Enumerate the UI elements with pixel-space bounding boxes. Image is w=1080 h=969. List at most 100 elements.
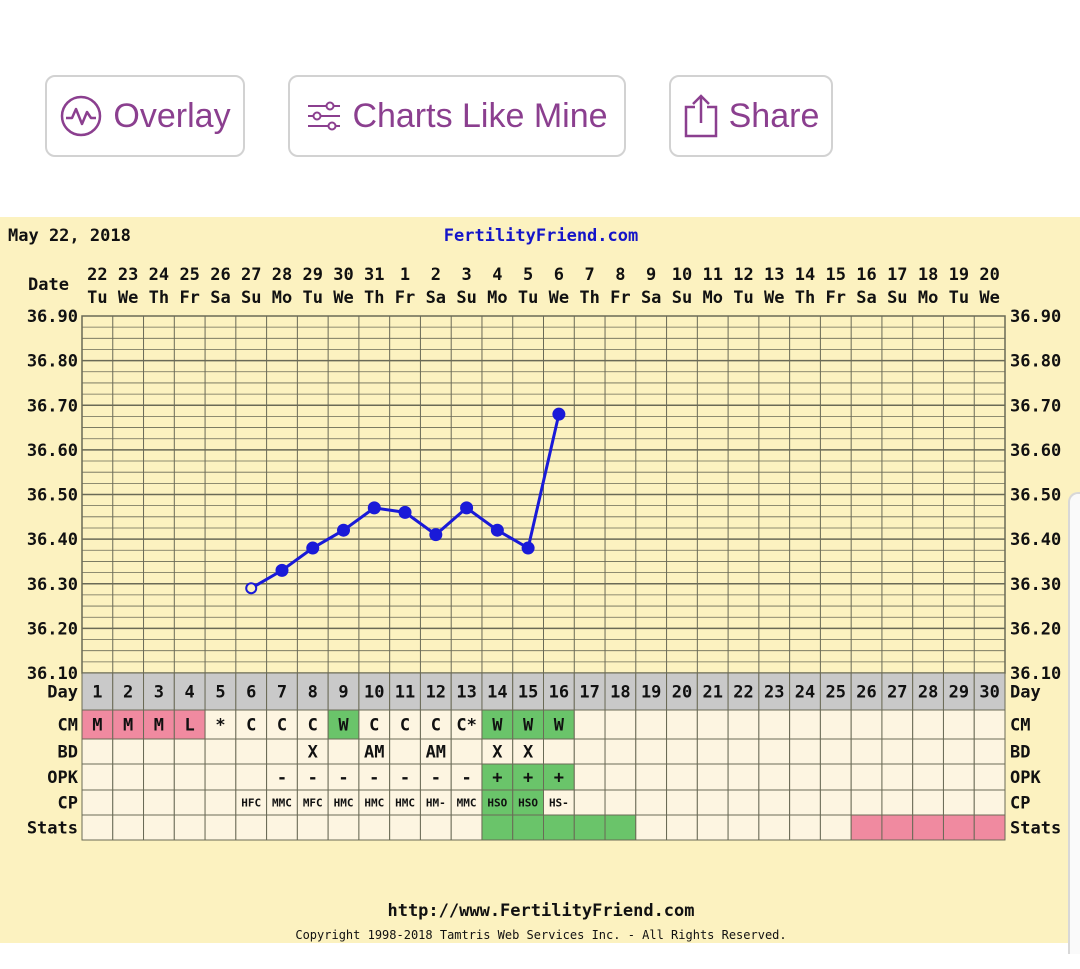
cell-label: C [400, 716, 410, 736]
temperature-point [306, 541, 320, 555]
row-cell [358, 738, 391, 765]
row-cell [543, 814, 575, 841]
cell-label: W [492, 716, 503, 736]
row-cell [942, 672, 975, 711]
cell-label: W [523, 716, 534, 736]
cell-label: HMC [395, 797, 415, 810]
temperature-point [552, 407, 566, 421]
row-cell [389, 738, 421, 765]
y-tick-label-right: 36.70 [1010, 396, 1061, 416]
weekday-label: Th [149, 288, 169, 308]
cell-label: - [308, 768, 318, 788]
weekday-label: Fr [610, 288, 630, 308]
cell-label: M [154, 716, 164, 736]
cell-label: 25 [826, 683, 846, 703]
row-label-left: Stats [27, 819, 78, 839]
date-label: 15 [826, 265, 846, 285]
row-cell [327, 789, 360, 816]
row-cell [450, 789, 483, 816]
cell-label: X [492, 743, 503, 763]
row-cell [973, 672, 1006, 711]
date-row-label: Date [28, 275, 69, 295]
row-cell [881, 789, 914, 816]
row-cell [235, 763, 268, 791]
share-icon [684, 94, 717, 138]
charts-like-mine-button[interactable]: Charts Like Mine [288, 75, 626, 157]
y-tick-label-left: 36.10 [27, 664, 78, 684]
weekday-label: Tu [87, 288, 107, 308]
cell-label: 6 [246, 683, 256, 703]
row-cell [912, 789, 944, 816]
cell-label: 2 [123, 683, 133, 703]
weekday-label: Su [887, 288, 907, 308]
date-label: 29 [303, 265, 323, 285]
row-cell [666, 814, 698, 841]
row-cell [419, 814, 452, 841]
footer-url[interactable]: http://www.FertilityFriend.com [387, 901, 694, 921]
cell-label: 14 [487, 683, 507, 703]
row-cell [296, 709, 329, 740]
row-cell [604, 738, 637, 765]
row-cell [235, 672, 268, 711]
row-cell [204, 763, 237, 791]
row-cell [543, 763, 575, 791]
row-label-right: OPK [1010, 768, 1041, 788]
share-button[interactable]: Share [669, 75, 833, 157]
date-label: 26 [210, 265, 230, 285]
cell-label: 22 [733, 683, 753, 703]
weekday-label: Su [456, 288, 476, 308]
temperature-series [245, 407, 566, 595]
cell-label: 7 [277, 683, 287, 703]
cell-label: C* [456, 716, 476, 736]
temperature-point [521, 541, 535, 555]
row-cell [635, 814, 668, 841]
date-label: 18 [918, 265, 938, 285]
row-cell [881, 814, 914, 841]
row-cell [204, 738, 237, 765]
row-cell [143, 814, 175, 841]
row-cell [481, 763, 514, 791]
side-panel-edge[interactable] [1068, 492, 1080, 954]
date-label: 25 [179, 265, 199, 285]
cell-label: - [277, 768, 287, 788]
weekday-label: Su [672, 288, 692, 308]
row-cell [942, 738, 975, 765]
row-cell [173, 672, 206, 711]
row-cell [666, 709, 698, 740]
row-cell [204, 672, 237, 711]
row-cell [604, 789, 637, 816]
date-label: 8 [615, 265, 625, 285]
y-tick-label-left: 36.60 [27, 441, 78, 461]
date-label: 4 [492, 265, 502, 285]
row-cell [235, 738, 268, 765]
row-cell [112, 814, 145, 841]
weekday-label: Sa [426, 288, 446, 308]
row-cell [758, 814, 791, 841]
weekday-label: Tu [949, 288, 969, 308]
cell-label: 12 [426, 683, 446, 703]
site-link[interactable]: FertilityFriend.com [444, 226, 638, 246]
row-cell [666, 763, 698, 791]
row-cell [635, 789, 668, 816]
row-cell [942, 763, 975, 791]
row-cell [327, 763, 360, 791]
overlay-button[interactable]: Overlay [45, 75, 245, 157]
row-cell [758, 763, 791, 791]
row-cell [327, 738, 360, 765]
row-cell [635, 709, 668, 740]
date-label: 3 [461, 265, 471, 285]
temperature-point [367, 501, 381, 515]
row-cell [204, 814, 237, 841]
row-cell [419, 672, 452, 711]
date-label: 16 [856, 265, 876, 285]
row-cell [143, 789, 175, 816]
row-label-left: Day [47, 683, 78, 703]
row-cell [850, 738, 883, 765]
cell-label: X [523, 743, 534, 763]
row-cell [389, 789, 421, 816]
row-cell [696, 672, 729, 711]
row-cell [81, 763, 114, 791]
date-label: 13 [764, 265, 784, 285]
axis-labels: 36.90 36.90 36.80 36.80 36.70 36.70 36.60 36.60… [27, 265, 1061, 684]
weekday-label: Fr [826, 288, 846, 308]
